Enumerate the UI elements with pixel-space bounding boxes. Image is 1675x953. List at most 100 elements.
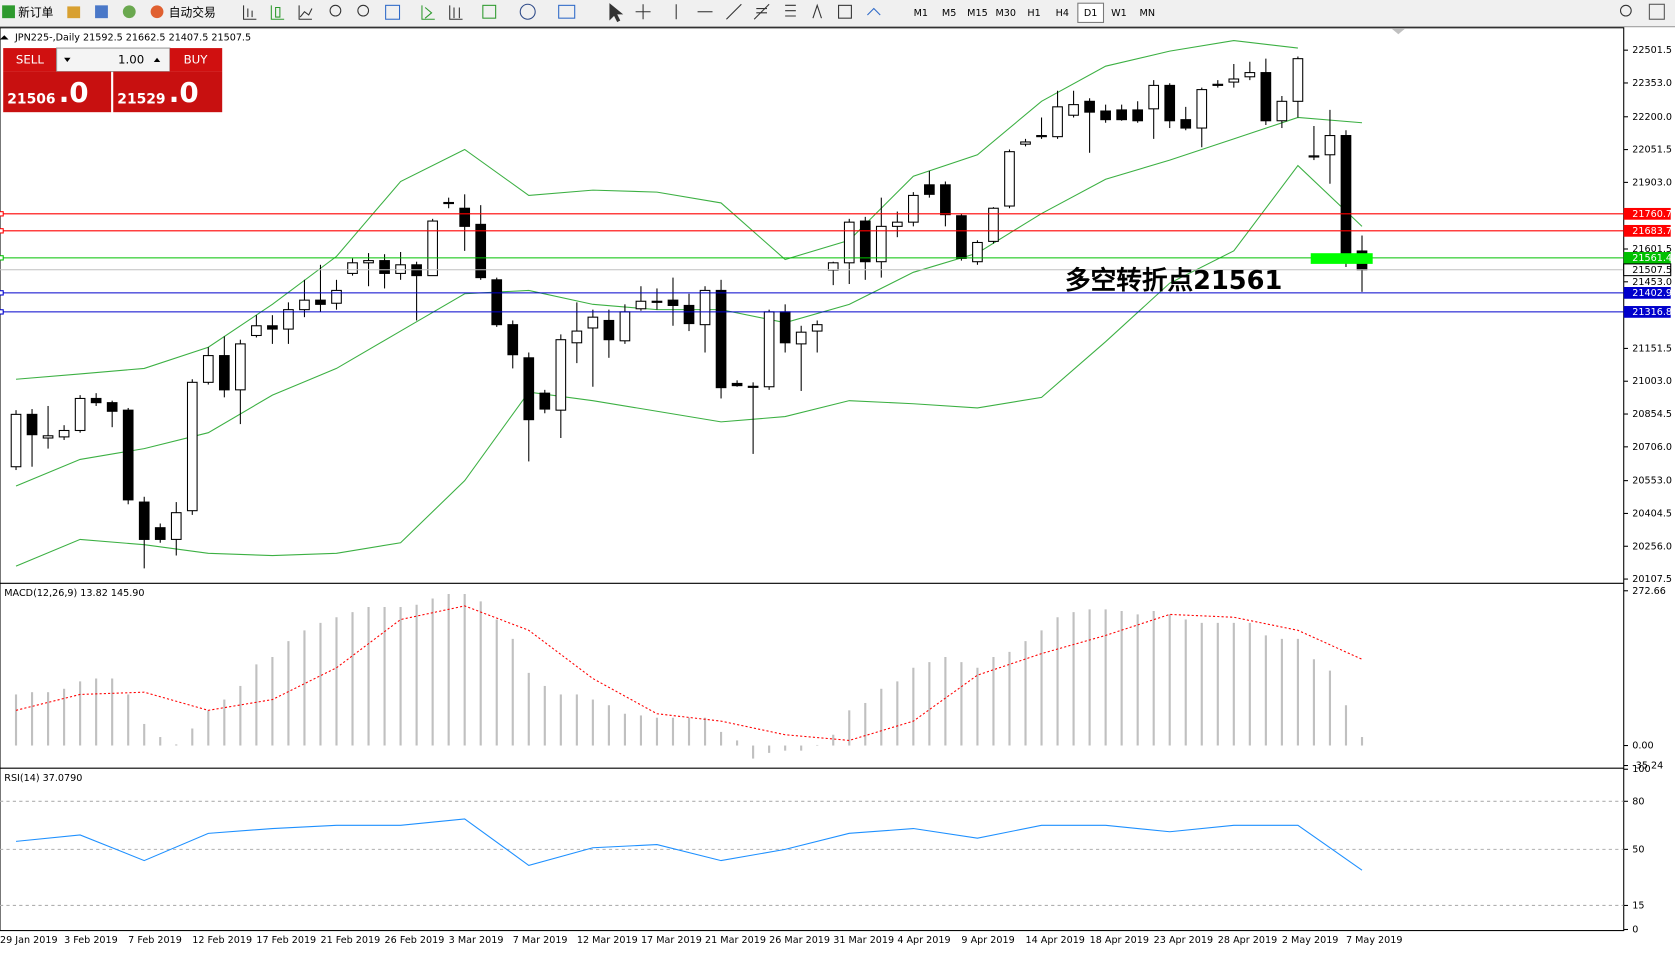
- price-panel: 22501.5 22353.0 22200.0 22051.5 21903.0 21601…: [0, 40, 1672, 585]
- sell-label[interactable]: SELL: [16, 52, 44, 66]
- y-tick-label: 20854.5: [1632, 409, 1672, 420]
- rsi-panel: 100 80 50 15 0: [0, 764, 1651, 935]
- lots-value[interactable]: 1.00: [118, 52, 144, 66]
- label-icon[interactable]: [838, 4, 852, 19]
- arrow-icon[interactable]: [867, 7, 881, 16]
- timeframe-button[interactable]: H1: [1027, 8, 1040, 19]
- x-tick-label: 7 Mar 2019: [513, 935, 568, 946]
- candle-body: [154, 527, 166, 540]
- fibo-icon[interactable]: [785, 4, 796, 17]
- sell-price-fraction[interactable]: .0: [59, 76, 89, 109]
- candle-body: [138, 501, 150, 540]
- new-order-button[interactable]: 新订单: [18, 5, 53, 19]
- timeframe-button[interactable]: W1: [1111, 8, 1127, 19]
- auto-trading-button[interactable]: 自动交易: [169, 5, 216, 19]
- channel-icon[interactable]: [753, 3, 770, 20]
- tool-icon[interactable]: [243, 5, 257, 20]
- candle-body: [1308, 155, 1320, 158]
- y-tick-label: 21601.5: [1632, 244, 1672, 255]
- current-price-label: 21507.5: [1632, 265, 1672, 276]
- y-tick-label: 20107.5: [1632, 574, 1672, 585]
- candle-body: [106, 402, 118, 412]
- sell-price-box[interactable]: [3, 71, 112, 113]
- rsi-title: RSI(14) 37.0790: [4, 773, 82, 784]
- tool-icon[interactable]: [67, 6, 81, 19]
- macd-title: MACD(12,26,9) 13.82 145.90: [4, 588, 144, 599]
- timeframe-button[interactable]: M30: [995, 8, 1016, 19]
- timeframe-button[interactable]: M15: [967, 8, 988, 19]
- timeframe-button[interactable]: M1: [914, 8, 928, 19]
- candle-body: [507, 324, 519, 356]
- buy-label[interactable]: BUY: [184, 52, 209, 66]
- x-tick-label: 17 Feb 2019: [256, 935, 316, 946]
- candle-body: [1276, 100, 1288, 122]
- buy-price-box[interactable]: [113, 71, 223, 113]
- auto-trading-icon[interactable]: [150, 5, 164, 19]
- candle-body: [1340, 135, 1352, 254]
- sell-price[interactable]: 21506: [7, 91, 55, 107]
- x-tick-label: 14 Apr 2019: [1026, 935, 1085, 946]
- level-handle: [0, 211, 4, 217]
- timeframe-button[interactable]: D1: [1084, 8, 1098, 19]
- chart-frame: [0, 27, 1625, 932]
- cursor-icon[interactable]: [609, 3, 624, 23]
- timeframe-bar: M1 M5 M15 M30 H1 H4 D1 W1 MN: [914, 2, 1155, 23]
- timeframe-button[interactable]: M5: [942, 8, 956, 19]
- template-icon[interactable]: [558, 4, 576, 19]
- level-handle: [0, 228, 4, 234]
- text-icon[interactable]: [812, 3, 822, 19]
- buy-price[interactable]: 21529: [117, 91, 165, 107]
- candle-body: [122, 409, 134, 501]
- level-label-bg: [1623, 207, 1671, 220]
- x-tick-label: 26 Feb 2019: [385, 935, 445, 946]
- tool-icon[interactable]: [449, 5, 463, 20]
- level-handle: [0, 255, 4, 261]
- tool-icon[interactable]: [270, 5, 285, 20]
- buy-button[interactable]: [169, 48, 223, 72]
- indicator-icon[interactable]: [482, 4, 497, 19]
- macd-panel: 272.66 0.00 -35.24: [14, 586, 1666, 772]
- lots-input[interactable]: [56, 47, 171, 73]
- lots-down[interactable]: [64, 57, 71, 62]
- y-tick-label: 80: [1632, 796, 1644, 807]
- x-tick-label: 4 Apr 2019: [897, 935, 950, 946]
- timeframe-button[interactable]: MN: [1140, 8, 1155, 19]
- sell-button[interactable]: [3, 48, 57, 72]
- period-icon[interactable]: [519, 3, 536, 20]
- rsi-line: [15, 818, 1363, 871]
- candle-body: [1212, 83, 1224, 86]
- y-tick-label: 21003.0: [1632, 376, 1672, 387]
- new-order-icon[interactable]: [2, 5, 15, 19]
- x-tick-label: 21 Feb 2019: [320, 935, 380, 946]
- account-icon[interactable]: [1648, 3, 1665, 20]
- search-icon[interactable]: [1619, 4, 1632, 17]
- y-tick-label: 22353.0: [1632, 78, 1672, 89]
- candle-body: [186, 381, 198, 512]
- candle-body: [667, 299, 679, 306]
- zoom-out-icon[interactable]: [357, 4, 370, 17]
- candle-body: [58, 429, 70, 438]
- tool-icon[interactable]: [298, 5, 313, 20]
- candle-body: [10, 413, 22, 468]
- candle-body: [1228, 78, 1240, 83]
- lots-up[interactable]: [153, 57, 161, 62]
- tool-icon[interactable]: [421, 5, 435, 20]
- trendline-icon[interactable]: [726, 3, 742, 20]
- candle-body: [940, 184, 951, 216]
- timeframe-button[interactable]: H4: [1056, 8, 1069, 19]
- chart-title: JPN225-,Daily 21592.5 21662.5 21407.5 21…: [14, 32, 251, 43]
- tool-icon[interactable]: [122, 5, 136, 19]
- candle-body: [1084, 100, 1095, 113]
- level-handle: [0, 309, 4, 315]
- crosshair-icon[interactable]: [635, 4, 651, 20]
- annotation: 多空转折点21561: [1065, 265, 1282, 296]
- tool-icon[interactable]: [95, 5, 108, 19]
- tile-icon[interactable]: [385, 4, 401, 20]
- collapse-icon[interactable]: [0, 35, 9, 40]
- candle-body: [571, 330, 583, 344]
- buy-price-fraction[interactable]: .0: [169, 76, 199, 109]
- timeframe-selected[interactable]: [1077, 2, 1105, 23]
- candle-body: [235, 343, 246, 391]
- zoom-in-icon[interactable]: [329, 4, 342, 17]
